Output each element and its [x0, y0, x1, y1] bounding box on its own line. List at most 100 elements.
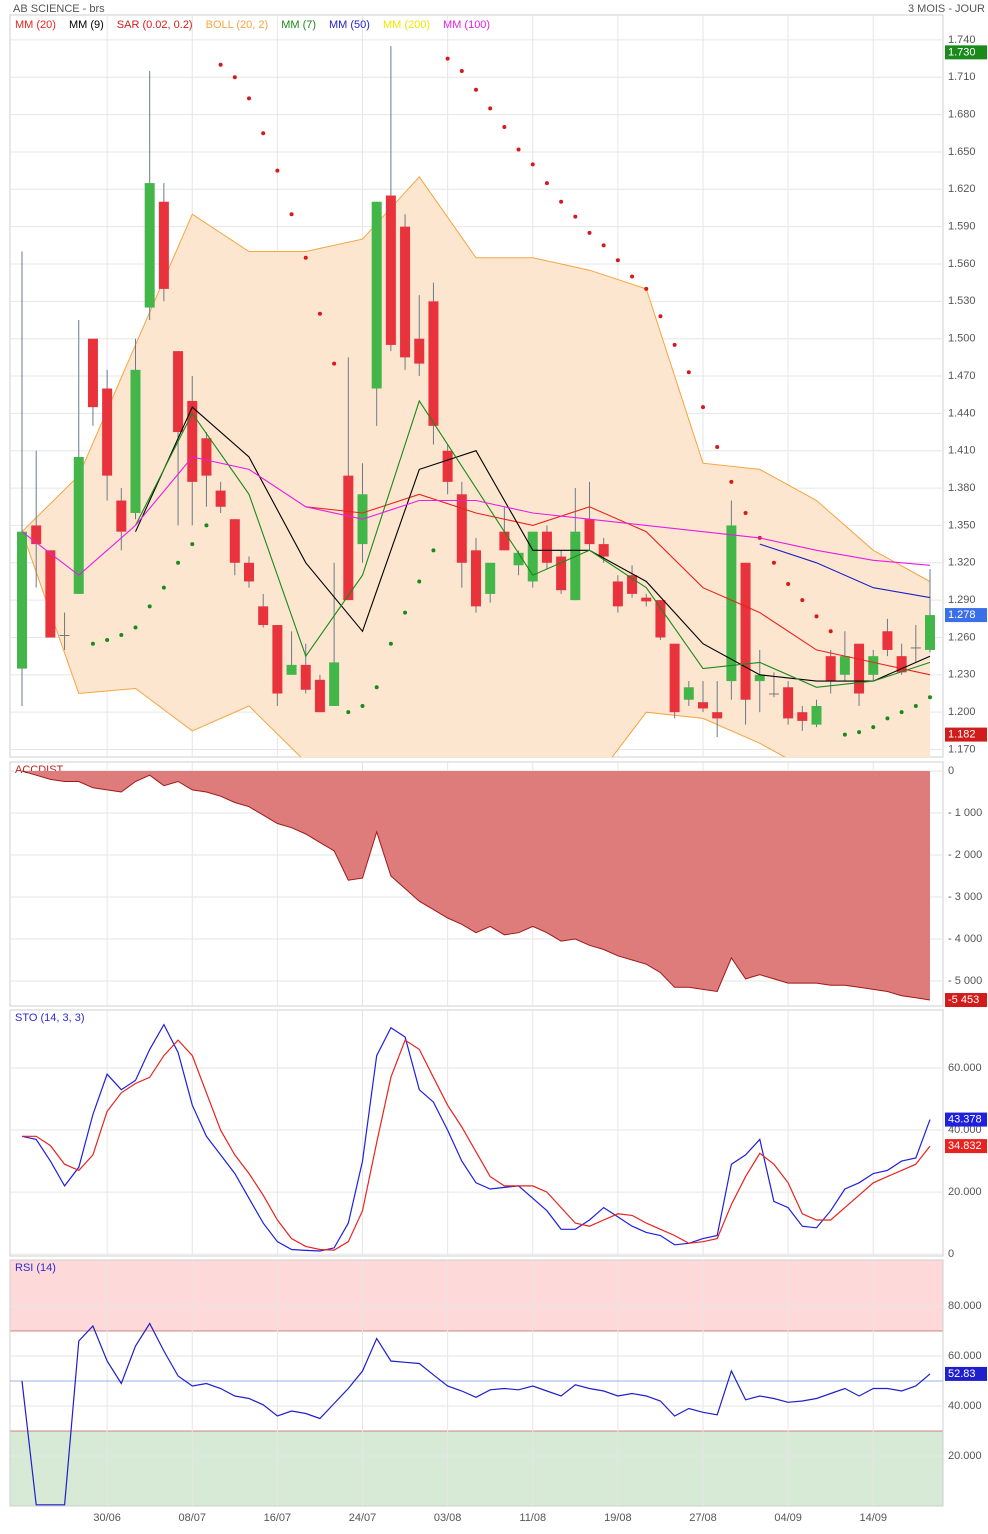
chart-title: AB SCIENCE - brs [13, 3, 105, 15]
sar-dot [814, 614, 819, 619]
panel-title: STO (14, 3, 3) [15, 1012, 85, 1024]
sar-dot [417, 579, 422, 584]
sar-dot [133, 625, 138, 630]
value-badge [945, 608, 987, 623]
y-tick-label: - 1 000 [948, 807, 982, 819]
panel: 20.000 40.000 60.000 80.000 RSI (14) [9, 1259, 982, 1507]
sar-dot [346, 710, 351, 715]
sar-dot [190, 542, 195, 547]
value-badge-label: 1.182 [948, 728, 976, 740]
sar-dot [800, 598, 805, 603]
candle-body [244, 562, 254, 582]
candle-body [130, 369, 141, 513]
y-tick-label: 1.680 [948, 109, 976, 121]
indicator-line [22, 1039, 931, 1251]
sar-dot [147, 604, 152, 609]
y-tick-label: 1.170 [948, 743, 976, 755]
sar-dot [459, 69, 464, 74]
candle-body [854, 643, 865, 694]
y-tick-label: 1.290 [948, 594, 976, 606]
legend-item: MM (20) [15, 19, 56, 31]
y-tick-label: 1.320 [948, 557, 976, 569]
sar-dot [771, 560, 776, 565]
sar-dot [445, 56, 450, 61]
sar-dot [743, 510, 748, 515]
sar-dot [218, 62, 223, 67]
y-tick-label: 40.000 [948, 1400, 982, 1412]
candle-body [59, 634, 70, 636]
sar-dot [403, 610, 408, 615]
candle-body [556, 556, 567, 591]
y-tick-label: 1.380 [948, 482, 976, 494]
sar-dot [105, 637, 110, 642]
panel-title: RSI (14) [15, 1262, 56, 1274]
sar-dot [332, 361, 337, 366]
panel-frame [9, 1259, 944, 1507]
y-tick-label: 1.620 [948, 183, 976, 195]
candle-body [783, 687, 794, 719]
value-badge-label: 52.83 [948, 1368, 976, 1380]
candle-body [17, 531, 27, 669]
value-badge-label: 1.730 [948, 46, 976, 58]
sar-dot [644, 286, 649, 291]
value-badge-label: 43.378 [948, 1113, 982, 1125]
value-badge-label: -5 453 [948, 994, 979, 1006]
y-tick-label: 60.000 [948, 1062, 982, 1074]
x-tick-label: 19/08 [604, 1512, 632, 1524]
value-badge [945, 1366, 987, 1381]
y-tick-label: 1.710 [948, 71, 976, 83]
x-tick-label: 08/07 [178, 1512, 206, 1524]
plot-area [17, 46, 935, 757]
candle-body [499, 531, 510, 551]
legend-item: MM (9) [69, 19, 104, 31]
sar-dot [431, 548, 436, 553]
x-tick-label: 16/07 [264, 1512, 292, 1524]
candle-body [726, 525, 737, 682]
candle-body [414, 338, 425, 364]
y-tick-label: 1.740 [948, 34, 976, 46]
sar-dot [516, 147, 521, 152]
value-badge [945, 1139, 987, 1154]
candle-body [627, 575, 638, 594]
candle-body [825, 656, 836, 682]
y-tick-label: - 2 000 [948, 849, 982, 861]
candle-body [797, 712, 808, 721]
y-tick-label: 20.000 [948, 1450, 982, 1462]
moving-average [21, 456, 931, 576]
panel: 1.170 1.200 1.230 1.260 1.290 1.320 1.350 1.380… [9, 14, 976, 758]
candle-body [485, 562, 496, 594]
candle-body [144, 183, 155, 308]
sar-dot [601, 243, 606, 248]
panel: 0 20.000 40.000 60.000 STO (14, 3, 3) [9, 1009, 982, 1260]
period-label: 3 MOIS - JOUR [908, 3, 985, 15]
candle-body [428, 301, 439, 426]
sar-dot [161, 585, 166, 590]
legend-item: BOLL (20, 2) [206, 19, 269, 31]
candle-body [158, 201, 169, 289]
x-tick-label: 11/08 [519, 1512, 546, 1524]
candle-body [385, 195, 396, 345]
moving-average [759, 543, 931, 599]
sar-dot [828, 629, 833, 634]
candle-body [442, 450, 453, 482]
sar-dot [232, 75, 237, 80]
candle-body [712, 712, 723, 719]
candle-body [740, 562, 751, 700]
value-badge [945, 993, 987, 1008]
y-tick-label: 0 [948, 765, 954, 777]
candle-body [229, 519, 240, 563]
sar-dot [615, 258, 620, 263]
sar-dot [289, 212, 294, 217]
sar-dot [474, 87, 478, 92]
candle-body [698, 702, 708, 709]
sar-dot [317, 311, 322, 316]
x-tick-label: 14/09 [859, 1512, 887, 1524]
candle-body [116, 500, 127, 532]
panel: 0- 1 000- 2 000- 3 000- 4 000- 5 000ACCD… [9, 761, 982, 1007]
sar-dot [204, 523, 209, 528]
candle-body [669, 643, 680, 713]
candle-body [655, 600, 666, 638]
candle-body [343, 475, 354, 601]
